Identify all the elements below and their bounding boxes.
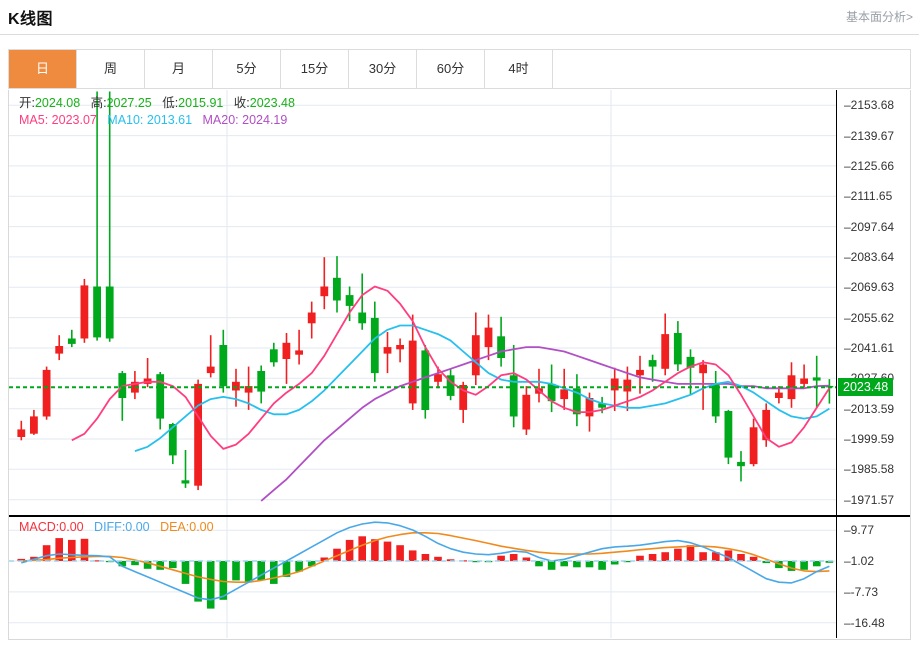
price-tick-7: –2055.62 bbox=[844, 310, 895, 325]
tab-6[interactable]: 60分 bbox=[417, 50, 485, 88]
tab-4[interactable]: 15分 bbox=[281, 50, 349, 88]
price-tick-8: –2041.61 bbox=[844, 340, 895, 355]
tab-7[interactable]: 4时 bbox=[485, 50, 553, 88]
price-tick-0: –2153.68 bbox=[844, 98, 895, 113]
macd-axis: –9.77 –1.02 –-7.73 –-16.48 bbox=[836, 517, 910, 638]
fundamental-analysis-link[interactable]: 基本面分析> bbox=[845, 10, 913, 24]
price-tick-1: –2139.67 bbox=[844, 128, 895, 143]
price-pane[interactable]: 开:2024.08 高:2027.25 低:2015.91 收:2023.48 … bbox=[9, 90, 910, 515]
macd-tick-3: –-16.48 bbox=[844, 615, 885, 630]
price-tick-13: –1971.57 bbox=[844, 492, 895, 507]
macd-tick-1: –1.02 bbox=[844, 554, 875, 569]
price-tick-5: –2083.64 bbox=[844, 249, 895, 264]
price-axis: –2153.68 –2139.67 –2125.66 –2111.65 –2097.64… bbox=[836, 90, 910, 515]
price-tick-2: –2125.66 bbox=[844, 158, 895, 173]
macd-pane[interactable]: MACD:0.00 DIFF:0.00 DEA:0.00 –9.77 –1.02–… bbox=[9, 515, 910, 638]
timeframe-tab-bar: 日周月 5分 15分 30分 60分 4时 bbox=[8, 49, 911, 89]
tab-5[interactable]: 30分 bbox=[349, 50, 417, 88]
tab-bar-filler bbox=[553, 50, 910, 88]
kline-chart-area[interactable]: 开:2024.08 高:2027.25 低:2015.91 收:2023.48 … bbox=[8, 90, 911, 640]
price-tick-11: –1999.59 bbox=[844, 431, 895, 446]
tab-3[interactable]: 5分 bbox=[213, 50, 281, 88]
page-title: K线图 bbox=[8, 11, 54, 28]
macd-plot bbox=[9, 517, 836, 638]
macd-tick-0: –9.77 bbox=[844, 523, 875, 538]
page-header: K线图 基本面分析> bbox=[0, 0, 919, 35]
price-tick-6: –2069.63 bbox=[844, 280, 895, 295]
price-tick-4: –2097.64 bbox=[844, 219, 895, 234]
tab-1[interactable]: 周 bbox=[77, 50, 145, 88]
current-price-badge: 2023.48 bbox=[838, 378, 894, 397]
price-tick-12: –1985.58 bbox=[844, 462, 895, 477]
price-tick-3: –2111.65 bbox=[844, 189, 893, 204]
tab-0[interactable]: 日 bbox=[9, 50, 77, 88]
candlestick-plot bbox=[9, 90, 836, 515]
tab-2[interactable]: 月 bbox=[145, 50, 213, 88]
price-tick-10: –2013.59 bbox=[844, 401, 895, 416]
macd-tick-2: –-7.73 bbox=[844, 584, 879, 599]
